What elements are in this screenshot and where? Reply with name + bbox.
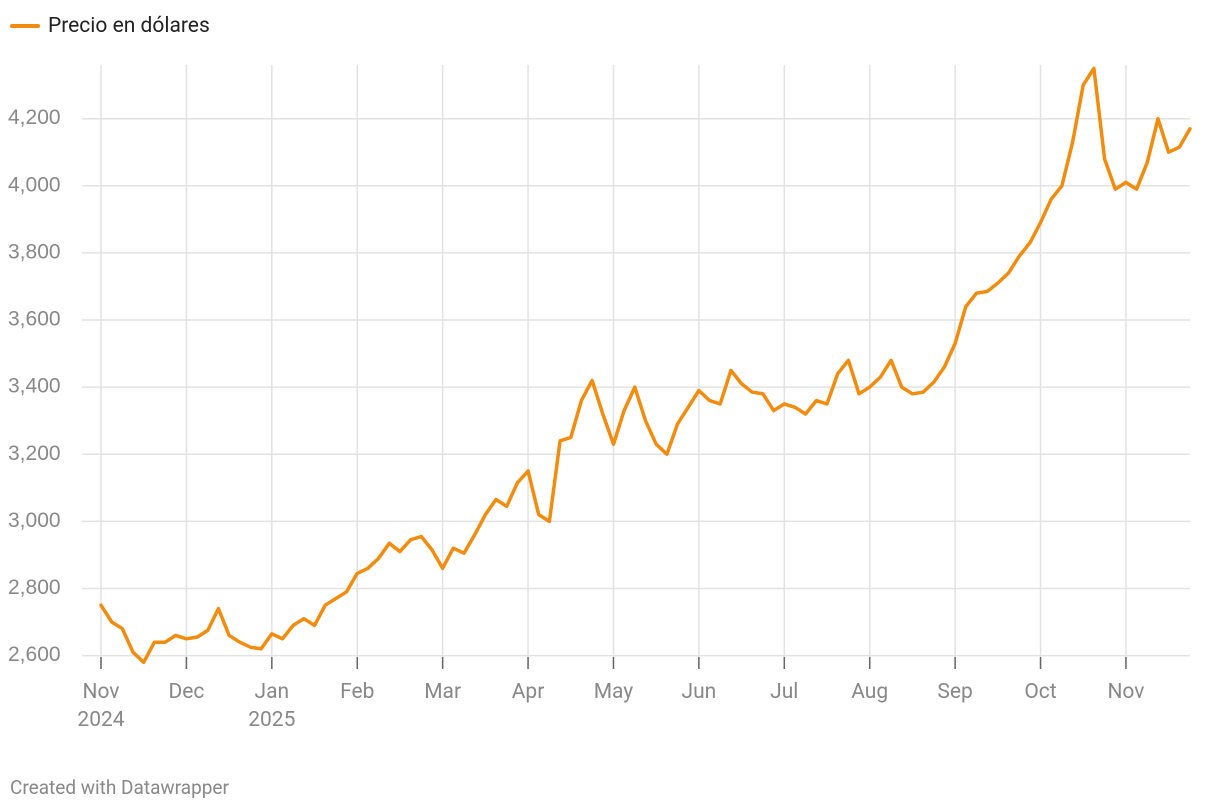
x-tick-label: Mar (424, 680, 462, 704)
x-tick-label: Jul (770, 680, 799, 704)
x-tick-label: Nov 2024 (77, 680, 125, 732)
x-tick-label: Apr (511, 680, 545, 704)
y-tick-label: 3,800 (8, 240, 61, 263)
y-tick-label: 3,200 (8, 442, 61, 465)
y-tick-label: 3,000 (8, 509, 61, 532)
y-tick-label: 4,000 (8, 173, 61, 196)
x-tick-label: Jun (681, 680, 717, 704)
x-tick-label: Feb (340, 680, 375, 704)
x-tick-label: Dec (168, 680, 205, 704)
x-tick-label: Aug (851, 680, 889, 704)
credit: Created with Datawrapper (10, 776, 229, 799)
x-tick-label: Nov (1107, 680, 1145, 704)
y-tick-label: 3,400 (8, 375, 61, 398)
price-line (99, 66, 1192, 665)
x-tick-label: May (593, 680, 634, 704)
y-tick-label: 2,800 (8, 576, 61, 599)
x-tick-label: Sep (937, 680, 973, 704)
legend-swatch (10, 24, 40, 28)
y-tick-label: 3,600 (8, 308, 61, 331)
legend: Precio en dólares (10, 14, 210, 38)
legend-label: Precio en dólares (48, 14, 210, 38)
x-tick-label: Oct (1024, 680, 1057, 704)
y-tick-label: 2,600 (8, 643, 61, 666)
x-tick-label: Jan 2025 (248, 680, 296, 732)
y-tick-label: 4,200 (8, 106, 61, 129)
